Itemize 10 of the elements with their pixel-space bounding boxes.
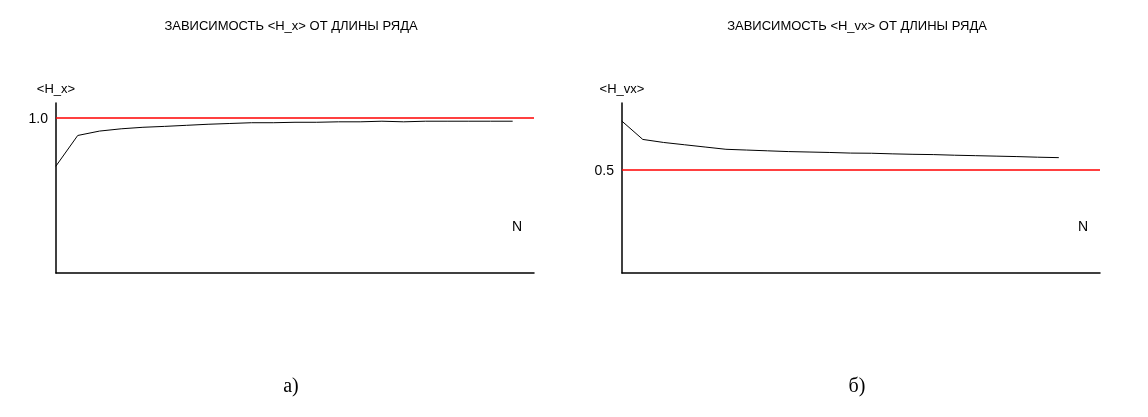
chart-title: ЗАВИСИМОСТЬ <H_x> ОТ ДЛИНЫ РЯДА [164,18,418,33]
text: а) [282,374,300,397]
y-axis-title: <H_vx> [599,81,645,96]
text: 0.5 [594,161,615,178]
chart-title: ЗАВИСИМОСТЬ <H_vx> ОТ ДЛИНЫ РЯДА [727,18,988,33]
text: 1.0 [28,110,49,127]
x-axis-title: N [1077,218,1088,234]
y-axis-title: <H_x> [36,81,76,96]
text: б) [847,374,867,397]
x-axis-title: N [511,218,522,234]
